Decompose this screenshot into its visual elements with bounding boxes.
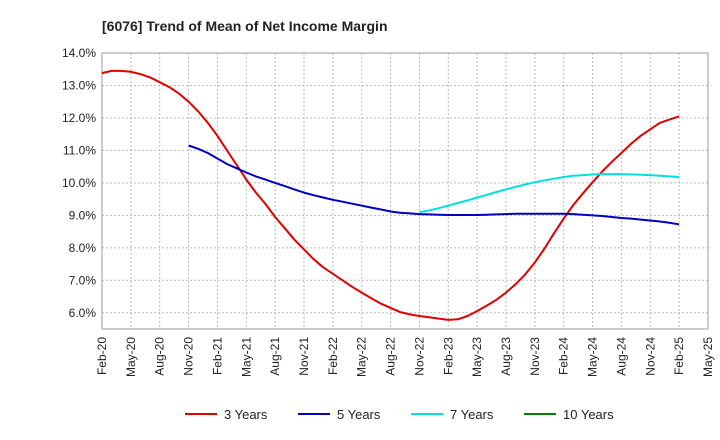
- x-tick-label: May-20: [124, 337, 138, 377]
- x-tick-label: Aug-23: [499, 337, 513, 376]
- x-tick-label: May-23: [470, 337, 484, 377]
- y-tick-label: 9.0%: [69, 208, 97, 222]
- legend: 3 Years 5 Years 7 Years 10 Years: [185, 407, 614, 422]
- chart-title: [6076] Trend of Mean of Net Income Margi…: [102, 18, 388, 34]
- x-tick-label: Aug-24: [614, 337, 628, 376]
- y-tick-label: 13.0%: [62, 78, 96, 92]
- x-tick-label: Nov-22: [412, 337, 426, 376]
- legend-label: 5 Years: [337, 407, 381, 422]
- y-tick-label: 14.0%: [62, 46, 96, 60]
- legend-label: 10 Years: [563, 407, 614, 422]
- x-tick-label: Feb-20: [95, 337, 109, 375]
- series-line-3: [419, 173, 680, 214]
- y-tick-label: 6.0%: [69, 306, 97, 320]
- x-tick-label: Feb-21: [210, 337, 224, 375]
- y-tick-label: 11.0%: [63, 143, 96, 157]
- x-tick-label: Nov-20: [182, 337, 196, 376]
- x-tick-label: Feb-23: [441, 337, 455, 375]
- grid: [101, 52, 709, 329]
- series-line-1: [101, 69, 680, 321]
- legend-label: 3 Years: [224, 407, 268, 422]
- x-tick-label: May-25: [701, 337, 715, 377]
- y-tick-label: 10.0%: [62, 176, 96, 190]
- x-tick-label: May-24: [586, 337, 600, 377]
- x-tick-label: May-22: [355, 337, 369, 377]
- y-axis: 14.0% 13.0% 12.0% 11.0% 10.0% 9.0% 8.0% 7.0% 6.0…: [62, 46, 96, 320]
- x-tick-label: Nov-24: [643, 337, 657, 376]
- y-tick-label: 8.0%: [69, 241, 97, 255]
- x-tick-label: Feb-25: [672, 337, 686, 375]
- series-group: [101, 69, 680, 321]
- series-line-2: [188, 144, 680, 226]
- x-tick-label: Aug-21: [268, 337, 282, 376]
- x-tick-label: Feb-24: [557, 337, 571, 375]
- y-tick-label: 7.0%: [69, 273, 97, 287]
- y-tick-label: 12.0%: [62, 111, 96, 125]
- x-tick-label: Nov-23: [528, 337, 542, 376]
- x-tick-label: Aug-20: [153, 337, 167, 376]
- x-tick-label: Nov-21: [297, 337, 311, 376]
- x-tick-label: May-21: [239, 337, 253, 377]
- plot-area: [101, 52, 709, 330]
- x-axis: Feb-20 May-20 Aug-20 Nov-20 Feb-21 May-21 Aug-…: [95, 337, 715, 377]
- legend-label: 7 Years: [450, 407, 494, 422]
- x-tick-label: Feb-22: [326, 337, 340, 375]
- x-tick-label: Aug-22: [384, 337, 398, 376]
